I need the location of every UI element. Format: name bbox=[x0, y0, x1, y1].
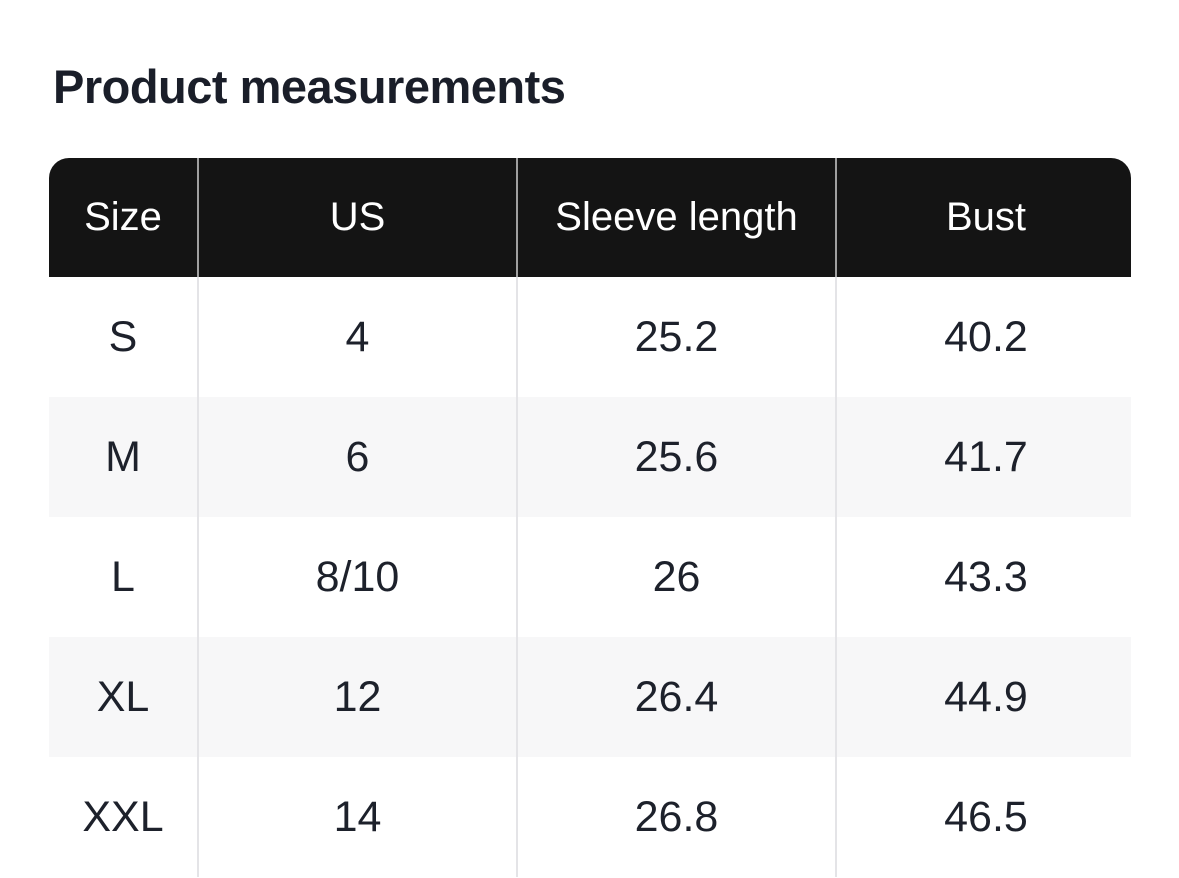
cell-bust: 46.5 bbox=[836, 757, 1131, 877]
cell-us: 6 bbox=[198, 397, 518, 517]
cell-size: L bbox=[49, 517, 199, 637]
cell-us: 14 bbox=[198, 757, 518, 877]
cell-sleeve-length: 25.6 bbox=[517, 397, 837, 517]
table-header-row: Size US Sleeve length Bust bbox=[49, 158, 1131, 277]
cell-bust: 41.7 bbox=[836, 397, 1131, 517]
measurements-table: Size US Sleeve length Bust S 4 25.2 40.2… bbox=[49, 158, 1131, 877]
column-header-sleeve-length: Sleeve length bbox=[517, 158, 837, 277]
table-row-s: S 4 25.2 40.2 bbox=[49, 277, 1131, 397]
cell-size: S bbox=[49, 277, 199, 397]
cell-us: 4 bbox=[198, 277, 518, 397]
cell-sleeve-length: 26.4 bbox=[517, 637, 837, 757]
cell-sleeve-length: 26 bbox=[517, 517, 837, 637]
table-row-m: M 6 25.6 41.7 bbox=[49, 397, 1131, 517]
cell-size: M bbox=[49, 397, 199, 517]
cell-bust: 43.3 bbox=[836, 517, 1131, 637]
cell-size: XL bbox=[49, 637, 199, 757]
table-row-xl: XL 12 26.4 44.9 bbox=[49, 637, 1131, 757]
cell-us: 12 bbox=[198, 637, 518, 757]
measurements-table-scroll-area[interactable]: Size US Sleeve length Bust S 4 25.2 40.2… bbox=[49, 158, 1131, 878]
cell-size: XXL bbox=[49, 757, 199, 877]
column-header-bust: Bust bbox=[836, 158, 1131, 277]
table-row-xxl: XXL 14 26.8 46.5 bbox=[49, 757, 1131, 877]
cell-bust: 44.9 bbox=[836, 637, 1131, 757]
cell-us: 8/10 bbox=[198, 517, 518, 637]
table-row-l: L 8/10 26 43.3 bbox=[49, 517, 1131, 637]
column-header-size: Size bbox=[49, 158, 199, 277]
page-title: Product measurements bbox=[53, 60, 566, 114]
cell-sleeve-length: 26.8 bbox=[517, 757, 837, 877]
column-header-us: US bbox=[198, 158, 518, 277]
cell-sleeve-length: 25.2 bbox=[517, 277, 837, 397]
cell-bust: 40.2 bbox=[836, 277, 1131, 397]
